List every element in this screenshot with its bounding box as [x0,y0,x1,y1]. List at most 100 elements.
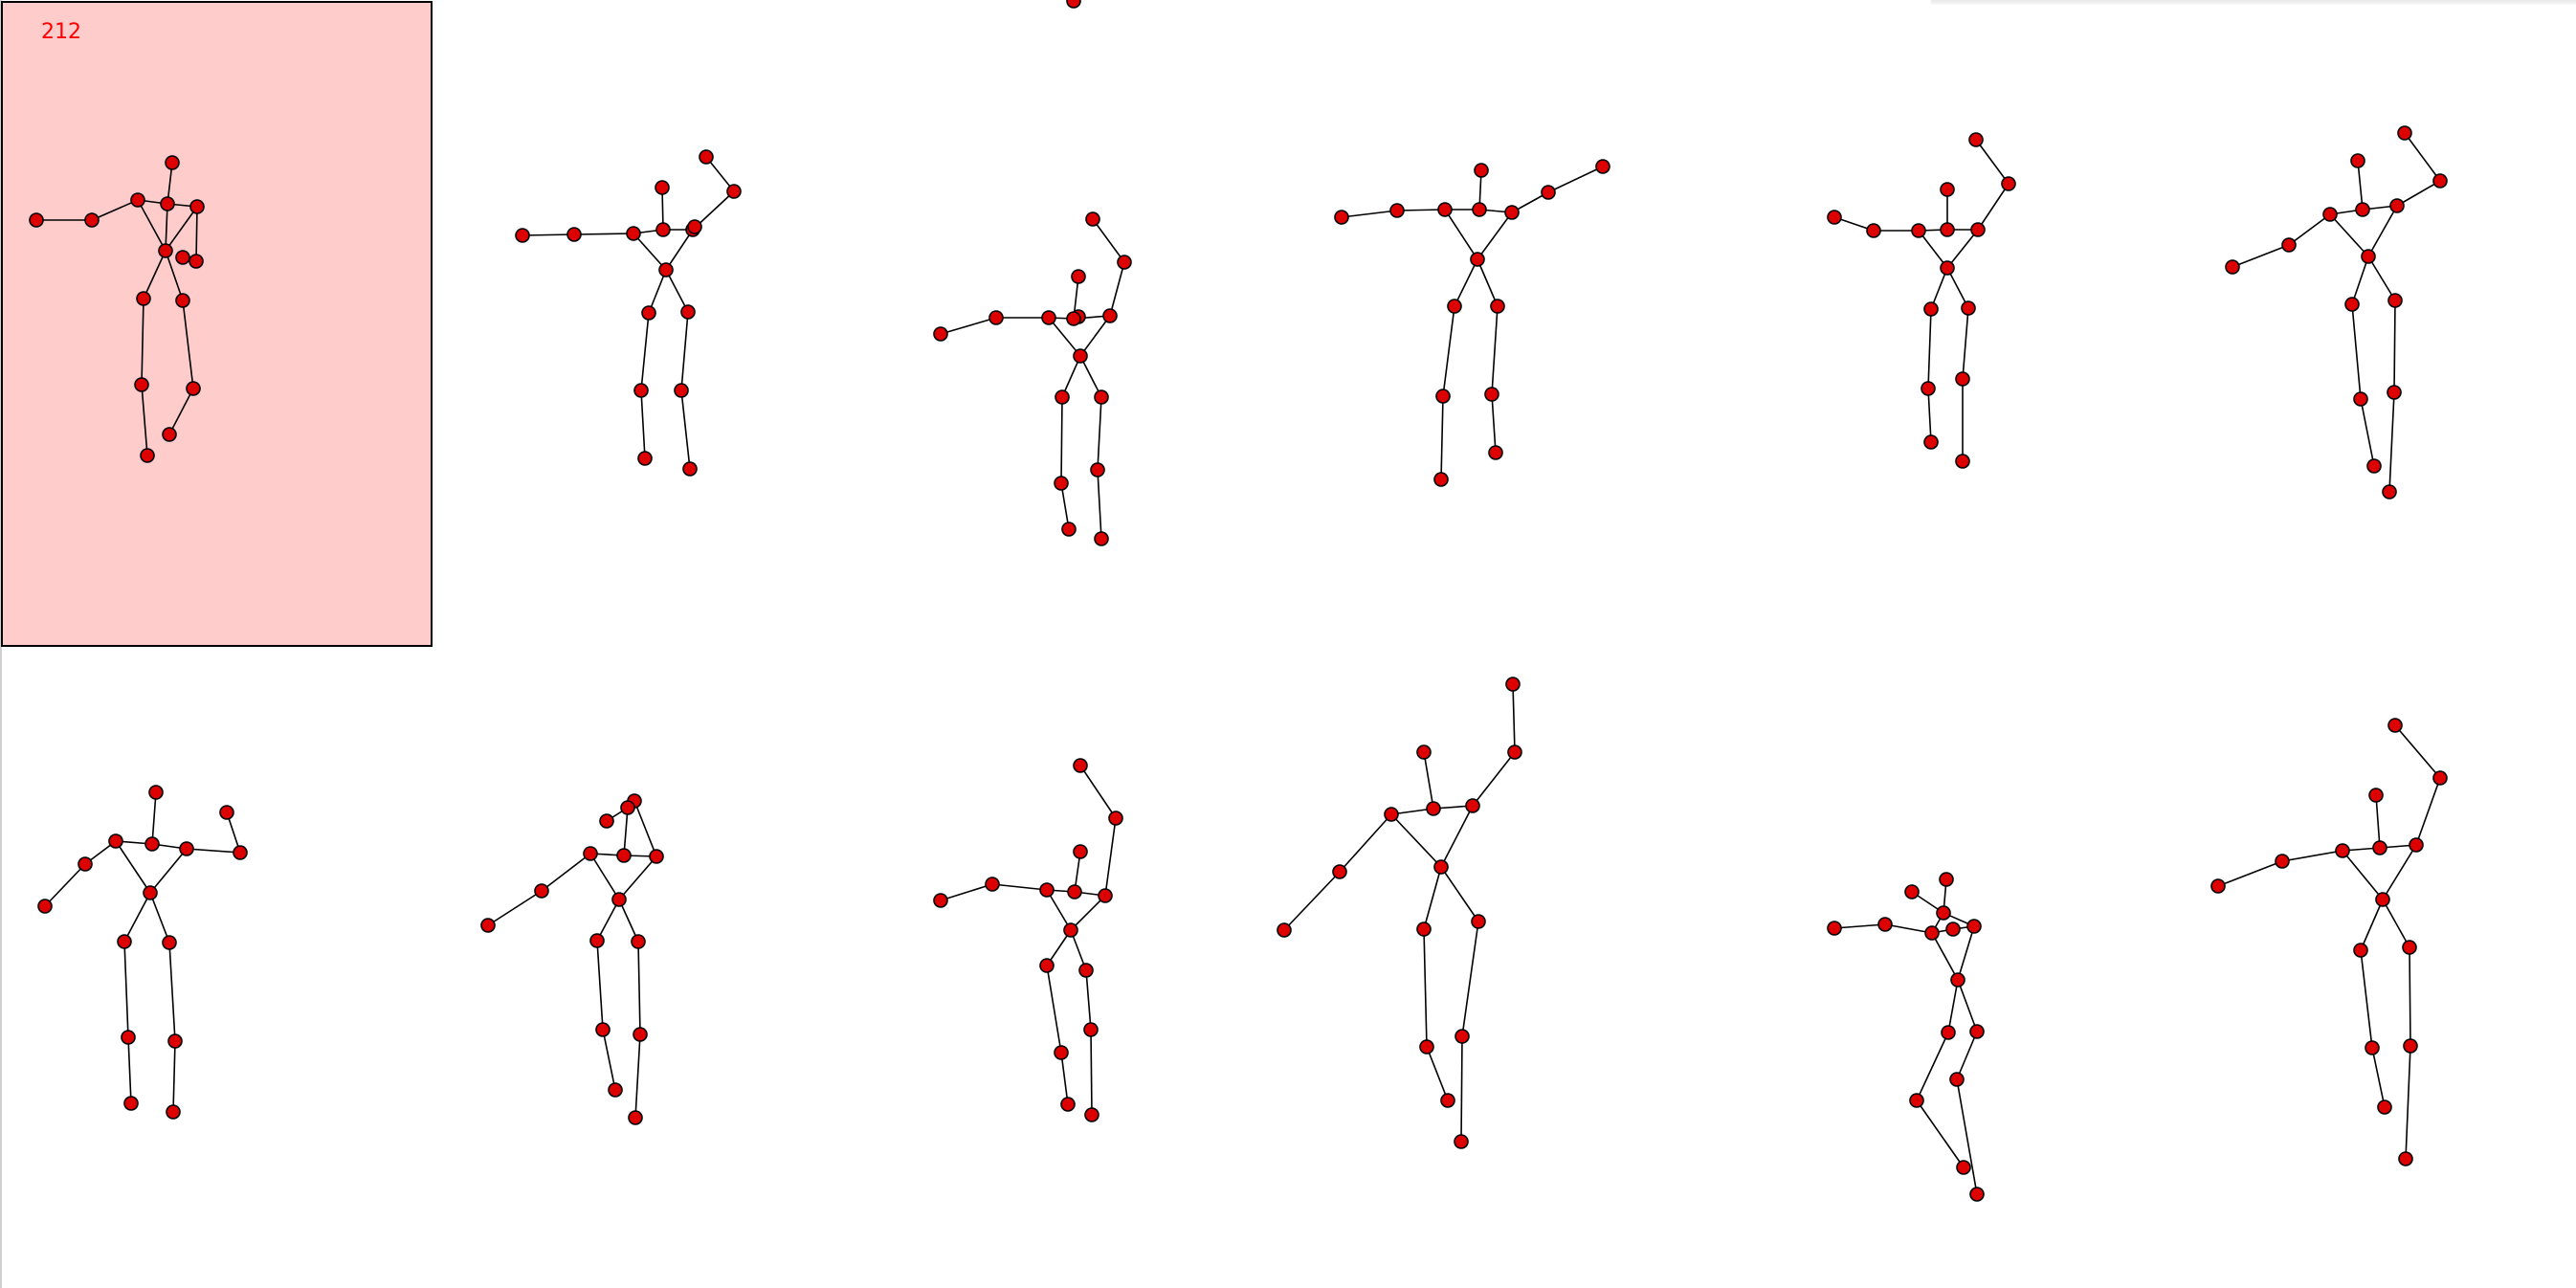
joint-handle[interactable] [1488,445,1503,460]
joint-handle[interactable] [1923,434,1939,450]
joint-handle[interactable] [1054,1045,1069,1060]
joint-handle[interactable] [1389,203,1405,218]
joint-handle[interactable] [641,305,656,321]
joint-handle[interactable] [1866,223,1881,238]
joint-handle[interactable] [1084,1107,1099,1122]
joint-handle[interactable] [1073,758,1088,773]
joint-handle[interactable] [1945,922,1961,937]
joint-handle[interactable] [143,885,158,900]
joint-handle[interactable] [2389,198,2405,213]
joint-handle[interactable] [933,326,948,342]
joint-handle[interactable] [175,250,190,265]
joint-handle[interactable] [2366,458,2382,474]
joint-handle[interactable] [2350,153,2365,168]
joint-handle[interactable] [2402,940,2417,955]
joint-handle[interactable] [1454,1134,1469,1149]
joint-handle[interactable] [1433,472,1449,487]
joint-handle[interactable] [1108,811,1123,826]
joint-handle[interactable] [189,254,204,269]
joint-handle[interactable] [1334,210,1349,225]
joint-handle[interactable] [162,935,177,950]
joint-handle[interactable] [1437,202,1453,217]
joint-handle[interactable] [628,1110,643,1125]
joint-handle[interactable] [1505,677,1521,692]
joint-handle[interactable] [631,934,646,949]
joint-handle[interactable] [1923,301,1939,317]
joint-handle[interactable] [933,893,948,908]
joint-handle[interactable] [1472,202,1487,217]
joint-handle[interactable] [1041,310,1056,325]
pose-figure[interactable] [1277,677,1522,1149]
joint-handle[interactable] [1094,531,1109,546]
pose-figure[interactable] [37,785,248,1120]
joint-handle[interactable] [1955,454,1970,469]
joint-handle[interactable] [148,785,164,800]
joint-handle[interactable] [687,219,702,234]
joint-handle[interactable] [162,427,177,442]
joint-handle[interactable] [1071,269,1086,284]
joint-handle[interactable] [1039,882,1055,898]
joint-handle[interactable] [158,243,173,258]
joint-handle[interactable] [1039,958,1055,973]
joint-handle[interactable] [699,149,714,165]
joint-handle[interactable] [1435,389,1451,404]
joint-handle[interactable] [1904,884,1920,899]
pose-figure[interactable] [2210,718,2448,1166]
joint-handle[interactable] [2372,840,2387,855]
joint-handle[interactable] [1426,801,1441,816]
joint-handle[interactable] [175,293,190,308]
joint-handle[interactable] [1827,921,1842,936]
joint-handle[interactable] [165,155,180,170]
joint-handle[interactable] [1936,905,1951,921]
joint-handle[interactable] [166,1104,181,1120]
pose-figure[interactable] [1827,132,2016,469]
joint-handle[interactable] [1911,223,1926,238]
joint-handle[interactable] [658,262,674,278]
joint-handle[interactable] [1941,1025,1956,1040]
joint-handle[interactable] [2281,237,2297,253]
joint-handle[interactable] [1433,859,1449,875]
joint-handle[interactable] [121,1030,136,1045]
joint-handle[interactable] [2361,249,2376,264]
joint-handle[interactable] [1507,744,1522,760]
joint-handle[interactable] [1969,1024,1985,1039]
joint-handle[interactable] [611,892,627,907]
joint-handle[interactable] [37,899,53,914]
joint-handle[interactable] [29,212,44,228]
joint-handle[interactable] [626,226,641,241]
joint-handle[interactable] [566,227,582,242]
joint-handle[interactable] [2275,854,2290,869]
pose-figure[interactable] [29,155,205,463]
joint-handle[interactable] [2387,293,2403,308]
joint-handle[interactable] [1484,387,1499,402]
joint-handle[interactable] [1940,222,1955,237]
joint-handle[interactable] [2368,788,2384,803]
joint-handle[interactable] [1970,222,1986,237]
joint-handle[interactable] [1083,1022,1099,1037]
joint-handle[interactable] [1073,348,1088,364]
joint-handle[interactable] [2387,385,2402,400]
joint-handle[interactable] [117,934,132,949]
joint-handle[interactable] [1055,389,1070,405]
joint-handle[interactable] [130,192,145,208]
joint-handle[interactable] [1909,1093,1924,1108]
joint-handle[interactable] [649,849,664,864]
joint-handle[interactable] [1384,807,1399,822]
joint-handle[interactable] [1419,1039,1434,1055]
joint-handle[interactable] [1440,1093,1455,1108]
joint-handle[interactable] [599,813,614,829]
joint-handle[interactable] [1102,308,1118,323]
joint-handle[interactable] [1416,744,1432,760]
pose-figure[interactable] [1334,159,1610,487]
joint-handle[interactable] [140,448,155,463]
joint-handle[interactable] [2377,1099,2392,1115]
joint-handle[interactable] [160,196,175,211]
joint-handle[interactable] [1490,299,1505,314]
joint-handle[interactable] [680,304,696,320]
joint-handle[interactable] [134,377,149,392]
joint-handle[interactable] [1455,1029,1470,1044]
joint-handle[interactable] [655,222,671,237]
joint-handle[interactable] [1969,1187,1985,1202]
joint-handle[interactable] [84,212,100,228]
